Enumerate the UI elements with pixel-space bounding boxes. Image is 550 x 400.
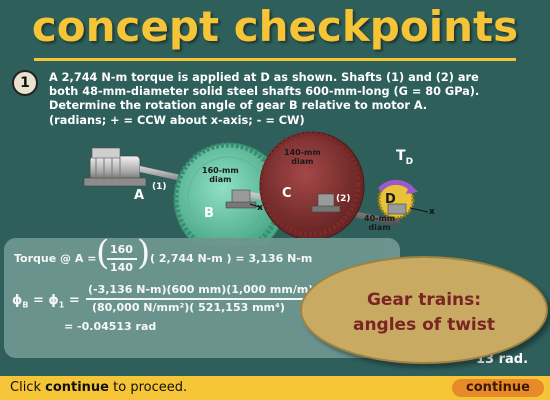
phi-expression: ϕB = ϕ1 = — [12, 293, 80, 310]
slide: concept checkpoints 1 A 2,744 N-m torque… — [0, 2, 550, 367]
footer-bar: Click continue to proceed. continue — [0, 376, 550, 400]
label-x-axis: x — [429, 207, 435, 217]
paren-right: ) — [137, 233, 151, 273]
label-shaft-1: (1) — [152, 182, 167, 192]
x-axis-arrow — [409, 207, 429, 213]
motor-A — [83, 147, 147, 187]
problem-statement: A 2,744 N-m torque is applied at D as sh… — [49, 71, 544, 128]
problem-line: both 48-mm-diameter solid steel shafts 6… — [49, 85, 480, 99]
ratio-denominator: 140 — [110, 261, 133, 274]
formula-fraction-line — [86, 298, 306, 300]
gear-B-diameter-label: 160-mm diam — [202, 166, 239, 184]
gear-D-diameter-label: 40-mm diam — [364, 214, 396, 232]
problem-line: (radians; + = CCW about x-axis; - = CW) — [49, 113, 305, 127]
question-number-badge: 1 — [12, 70, 38, 96]
problem-line: Determine the rotation angle of gear B r… — [49, 99, 428, 113]
x-axis-arrow — [249, 203, 263, 209]
ratio-numerator: 160 — [110, 243, 133, 256]
label-A: A — [134, 188, 145, 203]
torque-result: ( 2,744 N-m ) = 3,136 N-m — [150, 252, 313, 265]
bearing-block — [225, 189, 257, 209]
page-title: concept checkpoints — [31, 2, 519, 51]
gear-train-diagram: A (1) B C (2) D TD x x 160-mm diam 140-mm… — [0, 128, 550, 258]
topic-oval: Gear trains: angles of twist — [300, 256, 548, 364]
label-B: B — [204, 206, 214, 221]
label-x-axis: x — [257, 203, 263, 213]
title-underline — [34, 58, 516, 61]
formula-numerator: (-3,136 N-m)(600 mm)(1,000 mm/m) — [88, 283, 314, 296]
torque-arrowhead — [406, 184, 418, 194]
continue-button[interactable]: continue — [452, 379, 544, 397]
paren-left: ( — [96, 233, 110, 273]
problem-line: A 2,744 N-m torque is applied at D as sh… — [49, 71, 479, 84]
formula-denominator: (80,000 N/mm²)( 521,153 mm⁴) — [92, 301, 285, 314]
topic-title: Gear trains: angles of twist — [352, 290, 496, 335]
ratio-fraction-line — [107, 258, 137, 260]
final-result: = -0.04513 rad — [64, 320, 157, 333]
label-D: D — [385, 192, 396, 207]
label-shaft-2: (2) — [336, 194, 351, 204]
footer-instruction: Click continue to proceed. — [10, 380, 188, 395]
label-torque: TD — [396, 148, 414, 167]
torque-label: Torque @ A = — [14, 252, 97, 265]
bearing-block — [311, 193, 341, 213]
gear-train-drawing — [83, 131, 429, 258]
gear-C-diameter-label: 140-mm diam — [284, 148, 321, 166]
label-C: C — [282, 186, 292, 201]
